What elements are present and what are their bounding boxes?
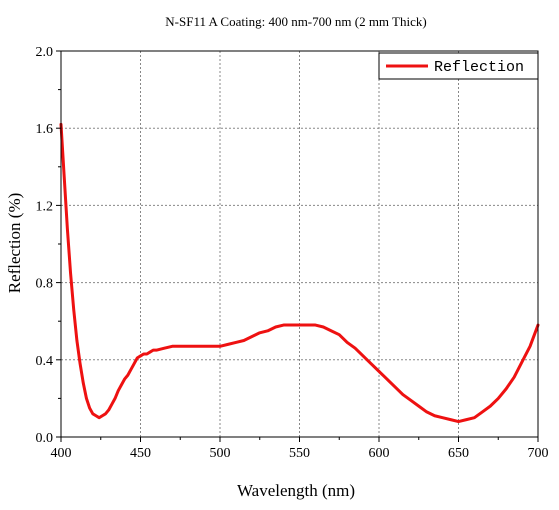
x-tick-label: 600	[369, 446, 390, 461]
x-tick-label: 400	[51, 446, 72, 461]
x-tick-label: 650	[448, 446, 469, 461]
y-tick-label: 0.0	[36, 431, 54, 446]
y-tick-label: 2.0	[36, 45, 54, 60]
x-tick-label: 550	[289, 446, 310, 461]
x-tick-label: 450	[130, 446, 151, 461]
reflection-series-line	[59, 122, 540, 424]
y-tick-label: 0.4	[36, 354, 54, 369]
ticks: 400 450 500 550 600 650 700 0.0 0.4 0.8 1.2 1.6 2.0	[36, 45, 549, 461]
x-tick-label: 700	[528, 446, 549, 461]
y-axis-label: Reflection (%)	[5, 193, 24, 294]
series-layer	[59, 122, 540, 424]
x-axis-label: Wavelength (nm)	[237, 481, 355, 500]
y-tick-label: 0.8	[36, 277, 54, 292]
y-tick-label: 1.2	[36, 199, 54, 214]
grid	[61, 51, 538, 437]
chart-title: N-SF11 A Coating: 400 nm-700 nm (2 mm Th…	[165, 14, 426, 29]
x-tick-label: 500	[210, 446, 231, 461]
legend: Reflection	[378, 52, 539, 80]
y-tick-label: 1.6	[36, 122, 54, 137]
legend-label: Reflection	[434, 59, 524, 76]
